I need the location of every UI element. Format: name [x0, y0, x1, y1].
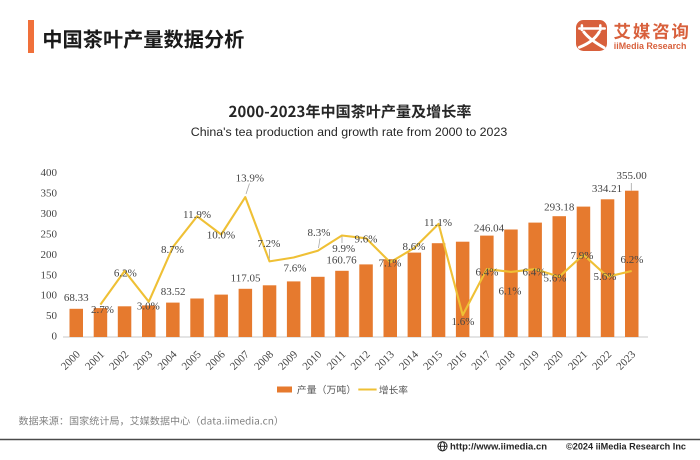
svg-text:50: 50: [46, 310, 58, 322]
svg-text:1.6%: 1.6%: [452, 316, 475, 328]
svg-text:11.1%: 11.1%: [424, 217, 452, 229]
svg-text:6.4%: 6.4%: [476, 267, 499, 279]
svg-text:7.6%: 7.6%: [284, 263, 307, 275]
svg-text:300: 300: [41, 208, 58, 220]
svg-text:350: 350: [41, 187, 58, 199]
svg-text:246.04: 246.04: [474, 223, 505, 235]
svg-text:6.4%: 6.4%: [523, 267, 546, 279]
svg-text:9.6%: 9.6%: [355, 234, 378, 246]
svg-text:7.2%: 7.2%: [257, 238, 280, 250]
svg-text:6.1%: 6.1%: [499, 286, 522, 298]
svg-text:6.2%: 6.2%: [114, 268, 137, 280]
svg-text:293.18: 293.18: [544, 202, 575, 214]
svg-text:400: 400: [41, 167, 58, 179]
svg-text:200: 200: [41, 249, 58, 261]
svg-text:117.05: 117.05: [231, 273, 261, 285]
svg-text:8.3%: 8.3%: [308, 227, 331, 239]
svg-text:68.33: 68.33: [64, 292, 89, 304]
svg-text:100: 100: [41, 290, 58, 302]
svg-text:13.9%: 13.9%: [236, 173, 264, 185]
svg-text:7.9%: 7.9%: [571, 250, 594, 262]
svg-text:2.7%: 2.7%: [91, 304, 114, 316]
svg-text:250: 250: [41, 228, 58, 240]
svg-text:334.21: 334.21: [592, 183, 622, 195]
svg-text:China's tea production and gro: China's tea production and growth rate f…: [191, 125, 508, 139]
svg-text:355.00: 355.00: [616, 170, 647, 182]
svg-text:3.0%: 3.0%: [137, 301, 160, 313]
svg-text:5.6%: 5.6%: [594, 271, 617, 283]
svg-text:10.0%: 10.0%: [207, 230, 235, 242]
svg-text:11.9%: 11.9%: [183, 209, 211, 221]
svg-text:8.7%: 8.7%: [161, 244, 184, 256]
svg-text:160.76: 160.76: [326, 255, 357, 267]
svg-text:0: 0: [52, 331, 58, 343]
svg-text:9.9%: 9.9%: [332, 243, 355, 255]
svg-text:83.52: 83.52: [161, 286, 186, 298]
svg-text:7.1%: 7.1%: [379, 258, 402, 270]
svg-text:iiMedia Research: iiMedia Research: [614, 41, 687, 51]
svg-text:150: 150: [41, 269, 58, 281]
svg-text:http://www.iimedia.cn: http://www.iimedia.cn: [450, 441, 547, 451]
svg-text:8.6%: 8.6%: [403, 241, 426, 253]
svg-text:6.2%: 6.2%: [621, 254, 644, 266]
svg-text:5.6%: 5.6%: [544, 273, 567, 285]
svg-text:©2024 iiMedia Research Inc: ©2024 iiMedia Research Inc: [566, 441, 686, 451]
